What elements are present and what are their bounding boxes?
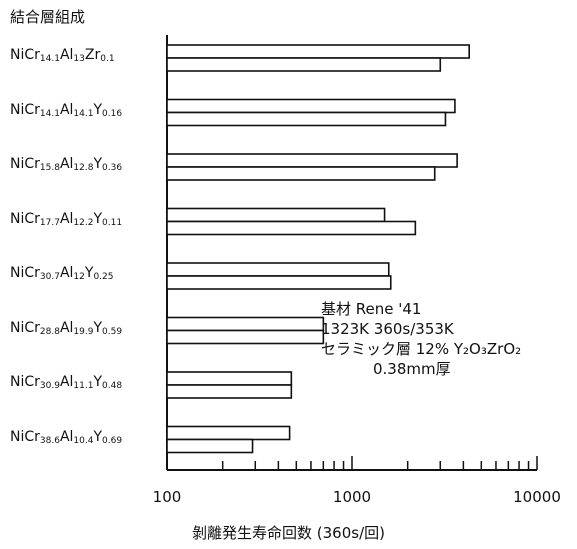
- bar: [166, 329, 325, 345]
- category-label: NiCr38.6Al10.4Y0.69: [10, 428, 123, 446]
- bar: [166, 153, 458, 168]
- x-tick-label: 10000: [513, 488, 561, 506]
- bar: [166, 166, 436, 181]
- bar: [166, 316, 325, 332]
- category-label: NiCr14.1Al14.1Y0.16: [10, 101, 123, 119]
- category-label: NiCr30.9Al11.1Y0.48: [10, 374, 123, 391]
- category-label: NiCr15.8Al12.8Y0.36: [10, 156, 123, 173]
- bar: [166, 262, 390, 277]
- bar: [166, 207, 386, 223]
- bar: [166, 57, 442, 72]
- bar: [166, 44, 470, 59]
- x-tick-label: 1000: [332, 488, 372, 506]
- annotation-line-4: 0.38mm厚: [373, 360, 451, 378]
- bar: [166, 371, 293, 386]
- annotation-note: 基材 Rene '41 1323K 360s/353K セラミック層 12% Y…: [321, 299, 521, 379]
- annotation-line-1: 基材 Rene '41: [321, 300, 422, 318]
- annotation-line-3: セラミック層 12% Y₂O₃ZrO₂: [321, 340, 522, 358]
- bar: [166, 111, 447, 127]
- category-label: NiCr28.8Al19.9Y0.59: [10, 319, 123, 337]
- category-label: NiCr30.7Al12Y0.25: [10, 265, 114, 282]
- category-label: NiCr14.1Al13Zr0.1: [10, 47, 115, 64]
- y-axis-title: 結合層組成: [10, 8, 86, 26]
- bar: [166, 425, 291, 441]
- bar: [166, 98, 456, 114]
- annotation-line-2: 1323K 360s/353K: [321, 320, 454, 338]
- bar: [166, 438, 254, 454]
- x-axis-title: 剝離発生寿命回数 (360s/回): [192, 524, 385, 542]
- category-label: NiCr17.7Al12.2Y0.11: [10, 210, 123, 228]
- bar: [166, 384, 293, 399]
- bar: [166, 220, 417, 236]
- bar: [166, 275, 392, 290]
- x-tick-label: 100: [152, 488, 182, 506]
